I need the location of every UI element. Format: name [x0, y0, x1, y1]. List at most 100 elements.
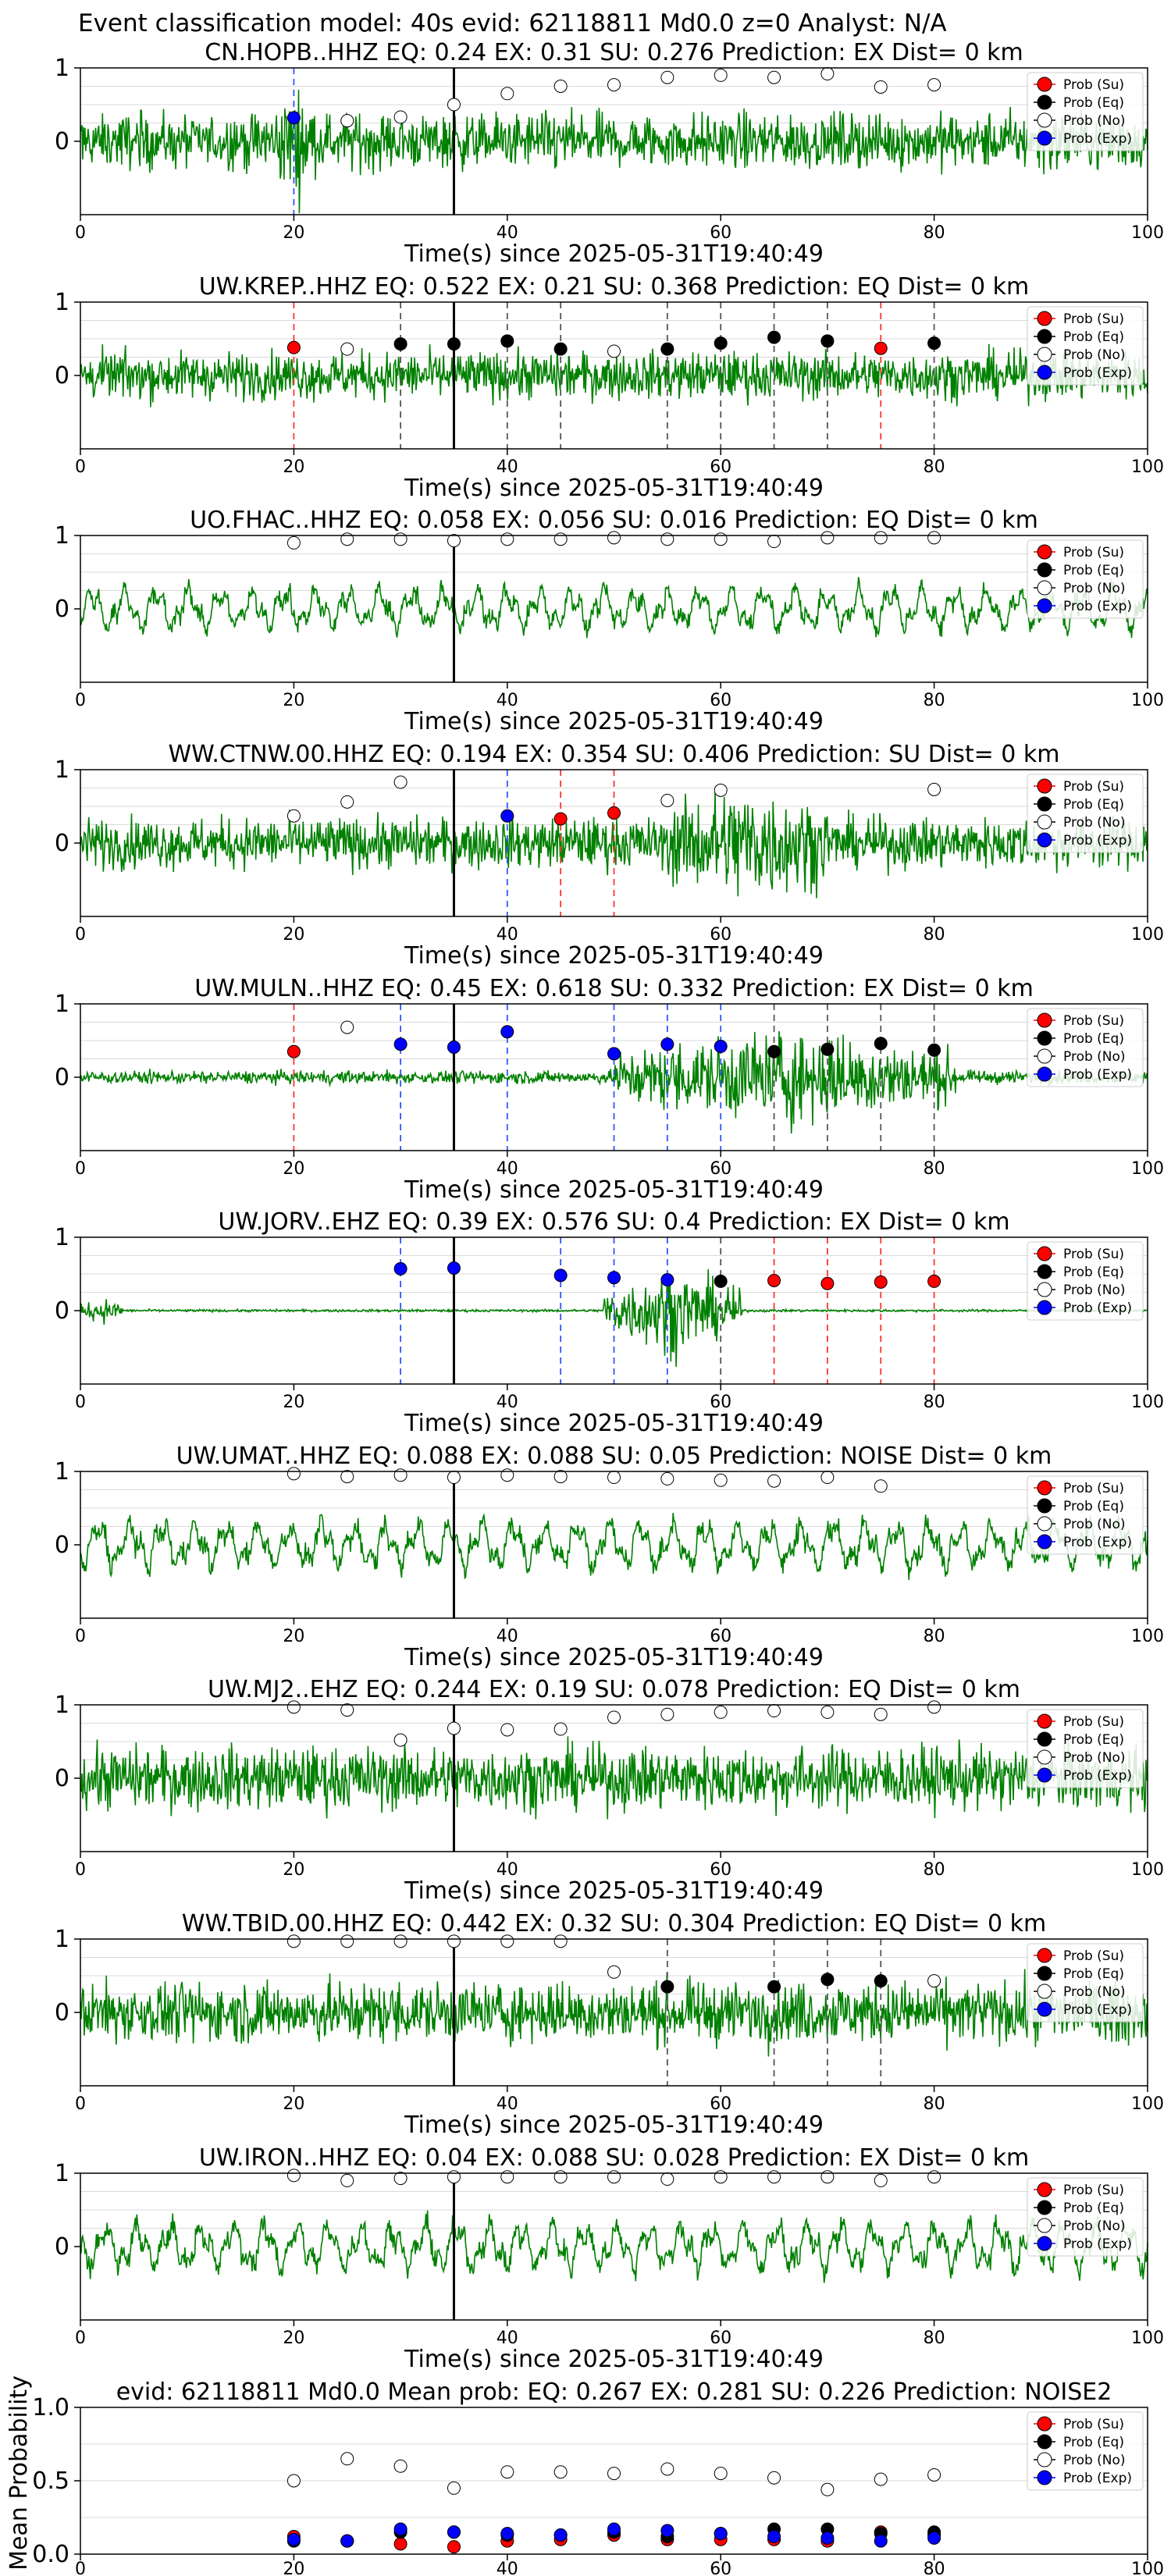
- prob-marker-no: [820, 67, 835, 81]
- legend-label-no: Prob (No): [1063, 1984, 1126, 2000]
- panel-title: WW.TBID.00.HHZ EQ: 0.442 EX: 0.32 SU: 0.…: [182, 1910, 1046, 1937]
- prob-marker-no: [927, 78, 941, 92]
- y-tick-label: 1.0: [32, 2394, 69, 2421]
- prob-marker-no: [553, 2170, 568, 2184]
- prob-marker-no: [500, 1468, 514, 1482]
- prob-marker-no: [767, 1474, 781, 1488]
- x-axis-label: Time(s) since 2025-05-31T19:40:49: [404, 1644, 824, 1671]
- prob-marker-no: [553, 1934, 568, 1948]
- legend-marker-su: [1037, 778, 1052, 794]
- legend-marker-no: [1037, 1048, 1052, 1064]
- panel-title: CN.HOPB..HHZ EQ: 0.24 EX: 0.31 SU: 0.276…: [205, 39, 1023, 66]
- y-tick-label: 0: [55, 1999, 69, 2026]
- legend-marker-no: [1037, 2452, 1052, 2467]
- prob-marker-no: [714, 783, 728, 797]
- prob-marker-su: [607, 806, 621, 820]
- legend-marker-eq: [1037, 796, 1052, 812]
- legend-box: [1027, 72, 1144, 151]
- panel-title: UW.JORV..EHZ EQ: 0.39 EX: 0.576 SU: 0.4 …: [218, 1208, 1009, 1236]
- x-tick-label: 20: [283, 691, 304, 710]
- x-tick-label: 100: [1131, 691, 1164, 710]
- prob-marker-exp: [607, 1047, 621, 1061]
- x-tick-label: 40: [497, 1393, 518, 1412]
- prob-marker-no: [607, 1710, 621, 1724]
- prob-marker-no: [340, 1703, 354, 1717]
- prob-marker-no: [500, 87, 514, 101]
- y-tick-label: 0: [55, 1765, 69, 1792]
- legend-marker-exp: [1037, 2470, 1052, 2485]
- prob-marker-eq: [767, 1044, 781, 1059]
- prob-marker-no: [500, 2170, 514, 2184]
- prob-marker-exp: [500, 1025, 514, 1039]
- waveform-trace: [80, 343, 1148, 407]
- prob-marker-eq: [820, 1973, 835, 1987]
- legend: Prob (Su) Prob (Eq) Prob (No) Prob (Exp): [1027, 1241, 1144, 1321]
- y-axis-label: Mean Probability: [5, 2375, 33, 2571]
- legend-marker-eq: [1037, 329, 1052, 344]
- prob-marker-eq: [553, 342, 568, 356]
- waveform-trace: [80, 1513, 1148, 1581]
- x-axis-label: Time(s) since 2025-05-31T19:40:49: [404, 1877, 824, 1905]
- x-tick-label: 80: [924, 1860, 945, 1880]
- x-tick-label: 20: [283, 1627, 304, 1646]
- x-tick-label: 40: [497, 925, 518, 945]
- x-tick-label: 20: [283, 2560, 304, 2576]
- x-tick-label: 20: [283, 1393, 304, 1412]
- mean-marker-no: [714, 2467, 728, 2481]
- legend-marker-exp: [1037, 365, 1052, 380]
- x-tick-label: 60: [710, 1860, 731, 1880]
- waveform-trace: [80, 1969, 1148, 2057]
- prob-marker-no: [287, 1934, 301, 1948]
- prob-marker-su: [927, 1274, 941, 1288]
- x-tick-label: 60: [710, 925, 731, 945]
- y-tick-label: 0: [55, 362, 69, 390]
- y-tick-label: 1: [55, 756, 69, 784]
- mean-marker-exp: [660, 2524, 674, 2538]
- x-tick-label: 80: [924, 691, 945, 710]
- prob-marker-no: [767, 2170, 781, 2184]
- prob-marker-no: [927, 1974, 941, 1988]
- x-tick-label: 80: [924, 925, 945, 945]
- legend-marker-su: [1037, 544, 1052, 560]
- prob-marker-no: [393, 110, 408, 124]
- legend-label-exp: Prob (Exp): [1063, 1067, 1132, 1083]
- prob-marker-eq: [393, 337, 408, 351]
- prob-marker-no: [714, 68, 728, 82]
- mean-marker-exp: [340, 2534, 354, 2548]
- waveform-trace: [80, 1030, 1148, 1134]
- prob-marker-su: [874, 1275, 888, 1289]
- prob-marker-su: [287, 340, 301, 354]
- legend-label-no: Prob (No): [1063, 815, 1126, 831]
- prob-marker-no: [927, 2170, 941, 2184]
- legend-label-su: Prob (Su): [1063, 545, 1124, 560]
- x-axis-label: Time(s) since 2025-05-31T19:40:49: [404, 1176, 824, 1204]
- legend-label-eq: Prob (Eq): [1063, 2201, 1124, 2216]
- x-tick-label: 40: [497, 1627, 518, 1646]
- legend: Prob (Su) Prob (Eq) Prob (No) Prob (Exp): [1027, 2177, 1144, 2257]
- mean-marker-no: [927, 2467, 941, 2482]
- x-tick-label: 80: [924, 2329, 945, 2348]
- prob-marker-no: [340, 1020, 354, 1034]
- panel-mean-probability: evid: 62118811 Md0.0 Mean prob: EQ: 0.26…: [5, 2375, 1164, 2576]
- prob-marker-eq: [874, 1974, 888, 1988]
- x-tick-label: 20: [283, 1860, 304, 1880]
- prob-marker-no: [447, 98, 461, 112]
- prob-marker-no: [714, 1705, 728, 1719]
- prob-marker-no: [553, 1722, 568, 1736]
- prob-marker-no: [393, 1733, 408, 1747]
- prob-marker-no: [553, 80, 568, 93]
- mean-marker-no: [393, 2459, 408, 2473]
- legend-label-no: Prob (No): [1063, 581, 1126, 596]
- legend-box: [1027, 2177, 1144, 2257]
- legend-label-no: Prob (No): [1063, 347, 1126, 363]
- prob-marker-exp: [393, 1037, 408, 1051]
- legend-marker-no: [1037, 112, 1052, 128]
- prob-marker-no: [607, 78, 621, 92]
- x-tick-label: 0: [75, 691, 86, 710]
- x-tick-label: 100: [1131, 1393, 1164, 1412]
- legend-label-eq: Prob (Eq): [1063, 1031, 1124, 1047]
- legend-box: [1027, 1943, 1144, 2023]
- mean-marker-no: [660, 2462, 674, 2476]
- legend-marker-no: [1037, 2218, 1052, 2233]
- y-tick-label: 0.0: [32, 2541, 69, 2568]
